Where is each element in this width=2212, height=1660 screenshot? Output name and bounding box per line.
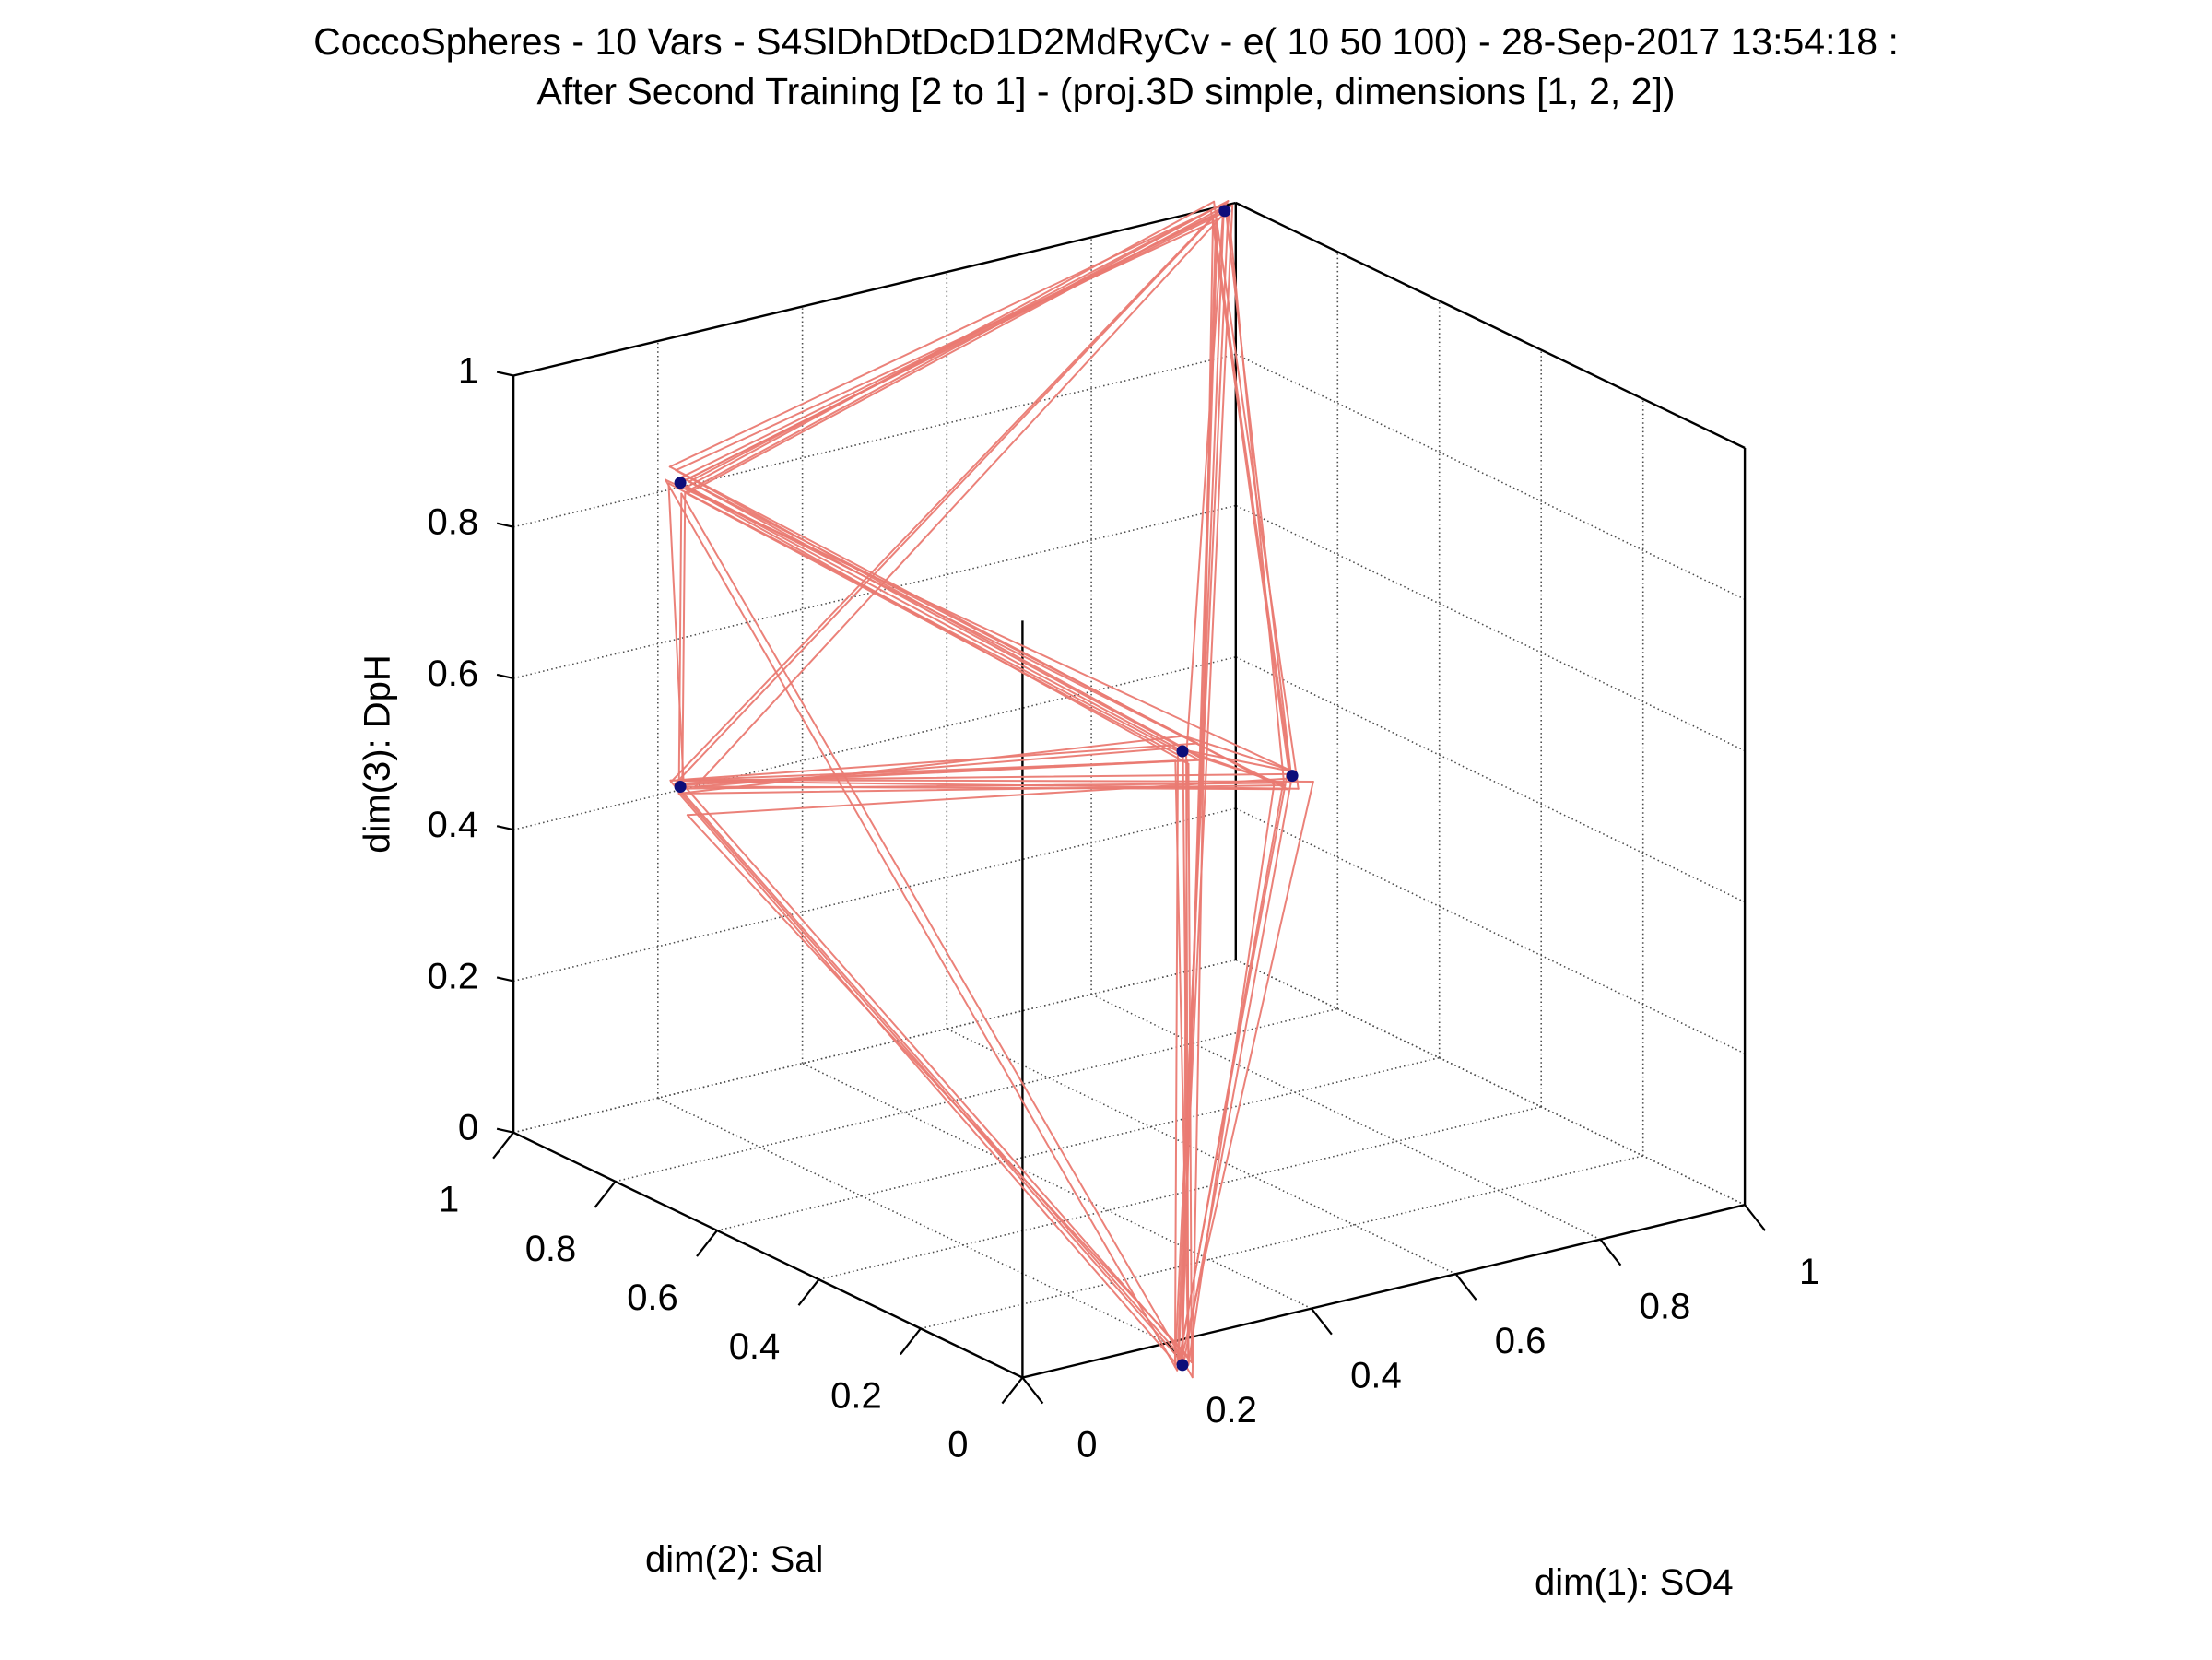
svg-text:0.6: 0.6 [1495, 1321, 1547, 1361]
svg-text:0.8: 0.8 [427, 502, 478, 543]
svg-text:0.8: 0.8 [525, 1229, 577, 1269]
svg-text:1: 1 [1799, 1252, 1819, 1292]
svg-text:0: 0 [947, 1425, 968, 1466]
svg-text:1: 1 [439, 1180, 459, 1220]
svg-text:1: 1 [458, 351, 478, 392]
svg-text:0.2: 0.2 [1206, 1390, 1257, 1430]
svg-text:0: 0 [1077, 1425, 1097, 1466]
svg-text:0.6: 0.6 [427, 653, 478, 694]
svg-text:0.4: 0.4 [729, 1326, 781, 1367]
svg-text:0.4: 0.4 [427, 805, 478, 845]
svg-text:0.2: 0.2 [830, 1375, 882, 1416]
svg-text:0: 0 [458, 1108, 478, 1148]
svg-text:0.8: 0.8 [1640, 1287, 1691, 1327]
svg-text:0.6: 0.6 [627, 1277, 678, 1318]
svg-text:0.4: 0.4 [1350, 1356, 1402, 1396]
svg-text:0.2: 0.2 [427, 956, 478, 996]
